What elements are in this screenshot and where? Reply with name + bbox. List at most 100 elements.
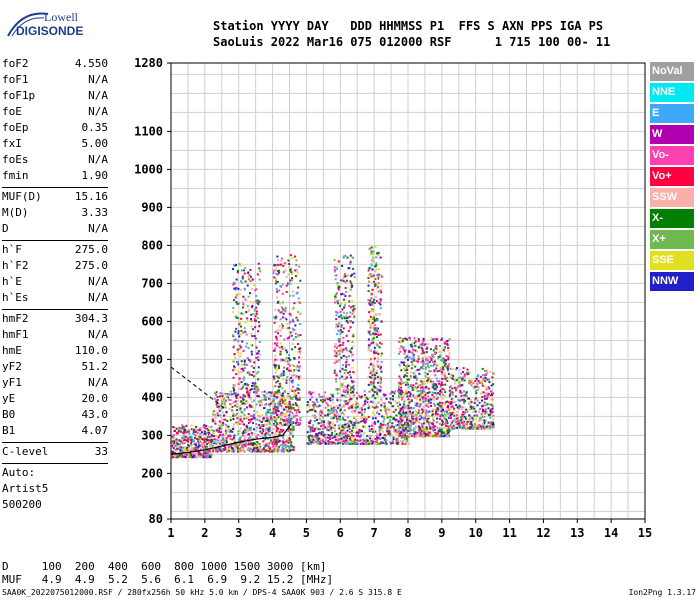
echo-point [486, 424, 489, 427]
echo-point [265, 444, 268, 447]
echo-point [470, 401, 473, 404]
param-name: fmin [2, 169, 29, 182]
echo-point [380, 398, 383, 401]
echo-point [320, 438, 323, 441]
echo-point [414, 401, 417, 404]
echo-point [232, 360, 235, 363]
echo-point [349, 288, 352, 291]
echo-point [429, 370, 432, 373]
echo-point [369, 429, 372, 432]
echo-point [273, 377, 276, 380]
echo-point [444, 413, 447, 416]
echo-point [297, 404, 300, 407]
echo-point [275, 279, 278, 282]
echo-point [468, 401, 471, 404]
echo-point [282, 312, 285, 315]
echo-point [269, 394, 272, 397]
echo-point [319, 414, 322, 417]
echo-point [400, 436, 403, 439]
echo-point [352, 370, 355, 373]
echo-point [251, 443, 254, 446]
echo-point [256, 395, 259, 398]
echo-point [371, 268, 374, 271]
echo-point [420, 435, 423, 438]
echo-point [460, 384, 463, 387]
echo-point [333, 354, 336, 357]
echo-point [370, 293, 373, 296]
echo-point [375, 392, 378, 395]
echo-point [322, 416, 325, 419]
echo-point [375, 333, 378, 336]
echo-point [414, 413, 417, 416]
echo-point [445, 421, 448, 424]
echo-point [241, 418, 244, 421]
echo-point [460, 372, 463, 375]
echo-point [347, 438, 350, 441]
echo-point [490, 421, 493, 424]
echo-point [351, 312, 354, 315]
echo-point [440, 413, 443, 416]
echo-point [219, 434, 222, 437]
echo-point [279, 421, 282, 424]
echo-point [179, 440, 182, 443]
echo-point [353, 411, 356, 414]
echo-point [427, 362, 430, 365]
echo-point [361, 417, 364, 420]
echo-point [342, 405, 345, 408]
echo-point [459, 424, 462, 427]
echo-point [375, 336, 378, 339]
echo-point [399, 420, 402, 423]
echo-point [444, 376, 447, 379]
echo-point [371, 428, 374, 431]
echo-point [444, 362, 447, 365]
echo-point [441, 402, 444, 405]
echo-point [241, 397, 244, 400]
echo-point [173, 456, 176, 459]
echo-point [239, 400, 242, 403]
echo-point [422, 419, 425, 422]
echo-point [237, 432, 240, 435]
echo-point [281, 450, 284, 453]
echo-point [460, 425, 463, 428]
echo-point [255, 385, 258, 388]
echo-point [426, 399, 429, 402]
echo-point [440, 423, 443, 426]
echo-point [308, 435, 311, 438]
echo-point [331, 395, 334, 398]
echo-point [211, 420, 214, 423]
echo-point [400, 361, 403, 364]
echo-point [419, 389, 422, 392]
echo-point [281, 358, 284, 361]
echo-point [491, 407, 494, 410]
echo-point [216, 411, 219, 414]
echo-point [379, 298, 382, 301]
echo-point [396, 437, 399, 440]
echo-point [180, 453, 183, 456]
echo-point [238, 443, 241, 446]
echo-point [294, 269, 297, 272]
echo-point [462, 427, 465, 430]
echo-point [215, 429, 218, 432]
echo-point [245, 345, 248, 348]
echo-point [235, 301, 238, 304]
echo-point [257, 442, 260, 445]
echo-point [255, 319, 258, 322]
echo-point [327, 429, 330, 432]
echo-point [371, 281, 374, 284]
echo-point [277, 427, 280, 430]
echo-point [440, 359, 443, 362]
echo-point [243, 376, 246, 379]
echo-point [257, 388, 260, 391]
echo-point [425, 386, 428, 389]
echo-point [331, 394, 334, 397]
echo-point [247, 418, 250, 421]
echo-point [447, 428, 450, 431]
echo-point [407, 364, 410, 367]
param-value: 1.90 [81, 169, 109, 182]
echo-point [351, 403, 354, 406]
echo-point [429, 425, 432, 428]
echo-point [252, 366, 255, 369]
echo-point [222, 448, 225, 451]
echo-point [491, 376, 494, 379]
echo-point [242, 313, 245, 316]
